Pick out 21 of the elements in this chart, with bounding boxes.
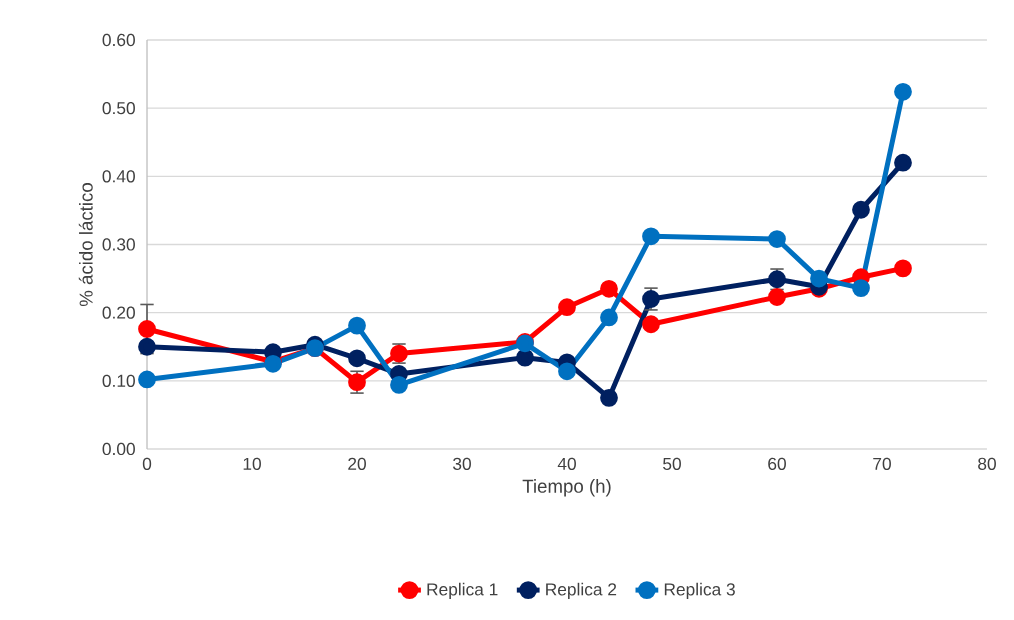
x-tick-label: 60 <box>768 457 786 470</box>
x-tick-label: 40 <box>557 457 576 470</box>
y-tick-label: 0.30 <box>102 238 135 251</box>
legend-label: Replica 2 <box>546 582 617 599</box>
y-tick-label: 0.00 <box>102 442 135 456</box>
x-tick-label: 0 <box>142 457 152 470</box>
y-tick-label: 0.50 <box>102 102 135 115</box>
y-tick-label: 0.40 <box>102 170 135 183</box>
x-tick-label: 30 <box>453 457 471 470</box>
x-tick-label: 10 <box>243 457 261 470</box>
y-tick-label: 0.60 <box>102 33 135 47</box>
y-axis-title: % ácido láctico <box>78 183 93 307</box>
legend-label: Replica 1 <box>427 582 498 599</box>
x-tick-label: 70 <box>873 457 891 470</box>
legend-label: Replica 3 <box>664 582 735 599</box>
x-tick-label: 50 <box>663 457 681 470</box>
x-tick-label: 20 <box>348 457 366 470</box>
y-tick-label: 0.10 <box>102 374 135 387</box>
x-axis-title: Tiempo (h) <box>522 479 611 497</box>
y-tick-label: 0.20 <box>102 306 135 319</box>
x-tick-label: 80 <box>978 457 996 470</box>
